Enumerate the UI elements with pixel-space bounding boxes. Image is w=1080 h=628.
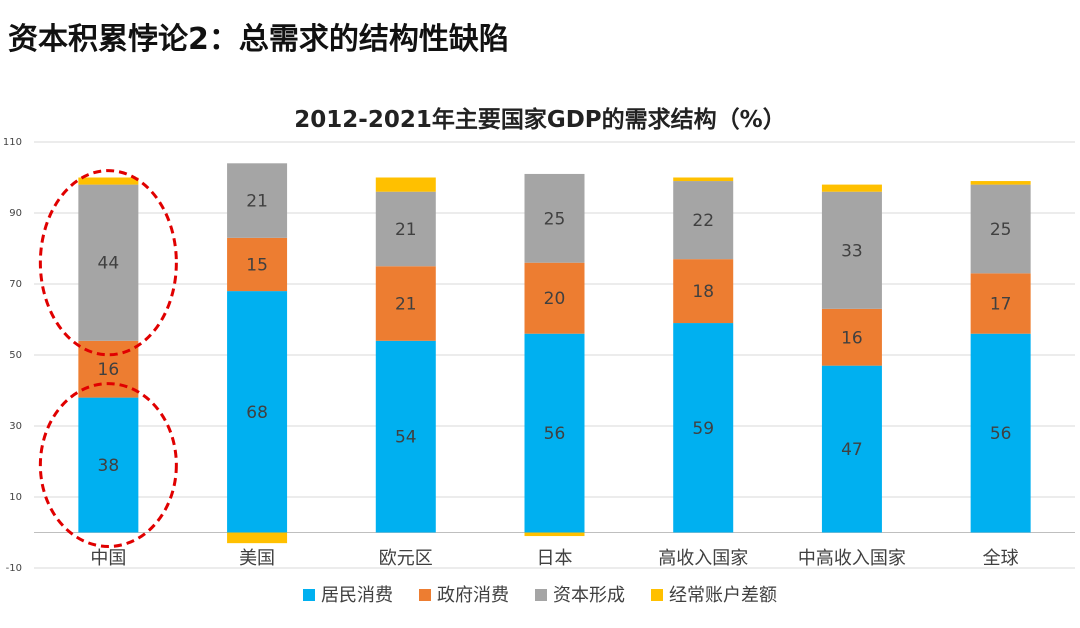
legend-label: 政府消费 [437, 585, 509, 606]
data-label: 56 [544, 424, 566, 444]
category-label: 中高收入国家 [798, 548, 906, 569]
bar-segment [524, 532, 585, 537]
bar-segment [227, 237, 288, 292]
data-label: 59 [692, 419, 714, 439]
bar-segment [970, 273, 1031, 334]
legend-swatch [535, 589, 547, 601]
legend-swatch [419, 589, 431, 601]
data-label: 21 [395, 220, 417, 240]
y-tick-label: 90 [9, 208, 22, 219]
category-label: 日本 [537, 548, 573, 569]
bar-segment [227, 163, 288, 238]
slide-title: 资本积累悖论2：总需求的结构性缺陷 [8, 22, 509, 57]
bar-segment [673, 177, 734, 182]
bar-segment [821, 308, 882, 366]
bar-segment [227, 532, 288, 544]
y-tick-label: 10 [9, 492, 22, 503]
bar-segment [375, 266, 436, 341]
bar-segment [524, 262, 585, 334]
bar-segment [78, 177, 139, 185]
data-label: 16 [841, 328, 863, 348]
data-label: 17 [990, 295, 1012, 315]
bar-segment [524, 173, 585, 263]
data-label: 21 [246, 192, 268, 212]
bar-segment [524, 333, 585, 533]
y-tick-label: 30 [9, 421, 22, 432]
bar-segment [673, 181, 734, 260]
data-label: 16 [98, 360, 120, 380]
data-labels: 38 16 44 68 15 21 54 21 21 56 20 25 59 18 22 47 16 33 56 17… [98, 192, 1012, 476]
data-label: 56 [990, 424, 1012, 444]
y-tick-label: 50 [9, 350, 22, 361]
bar-segment [78, 397, 139, 533]
data-label: 21 [395, 295, 417, 315]
y-tick-label: 70 [9, 279, 22, 290]
category-label: 高收入国家 [658, 548, 748, 569]
data-label: 22 [692, 211, 714, 231]
bar-segment [375, 191, 436, 267]
bar-segment [970, 181, 1031, 185]
bar-segment [970, 333, 1031, 533]
data-label: 47 [841, 440, 863, 460]
bar-segment [821, 365, 882, 533]
data-label: 20 [544, 289, 566, 309]
chart-title: 2012-2021年主要国家GDP的需求结构（%） [294, 107, 786, 133]
bar-segment [78, 184, 139, 341]
x-axis-ticks: 中国 美国 欧元区 日本 高收入国家 中高收入国家 全球 [90, 548, 1018, 569]
y-tick-label: 110 [3, 137, 22, 148]
highlight-ellipse [38, 382, 178, 548]
y-axis-ticks: -10 10 30 50 70 90 110 [3, 137, 22, 574]
legend-swatch [303, 589, 315, 601]
bar-segment [970, 184, 1031, 274]
bars [78, 163, 1031, 544]
bar-segment [673, 259, 734, 324]
y-tick-label: -10 [6, 563, 22, 574]
category-label: 全球 [983, 548, 1019, 569]
bar-segment [375, 177, 436, 192]
legend: 居民消费 政府消费 资本形成 经常账户差额 [303, 585, 777, 606]
data-label: 44 [98, 254, 120, 274]
legend-label: 经常账户差额 [669, 585, 777, 606]
data-label: 38 [98, 456, 120, 476]
data-label: 18 [692, 282, 714, 302]
data-label: 15 [246, 255, 268, 275]
legend-label: 资本形成 [553, 585, 625, 606]
data-label: 25 [990, 220, 1012, 240]
category-label: 美国 [239, 548, 275, 569]
bar-segment [821, 184, 882, 192]
data-label: 54 [395, 428, 417, 448]
legend-label: 居民消费 [321, 585, 393, 606]
bar-segment [227, 291, 288, 533]
category-label: 欧元区 [379, 548, 433, 569]
data-label: 33 [841, 241, 863, 261]
data-label: 68 [246, 403, 268, 423]
bar-segment [673, 323, 734, 533]
highlight-ellipse [38, 169, 178, 357]
data-label: 25 [544, 209, 566, 229]
annotations [38, 169, 178, 548]
bar-segment [821, 191, 882, 309]
legend-swatch [651, 589, 663, 601]
category-label: 中国 [90, 548, 126, 569]
bar-segment [375, 340, 436, 533]
